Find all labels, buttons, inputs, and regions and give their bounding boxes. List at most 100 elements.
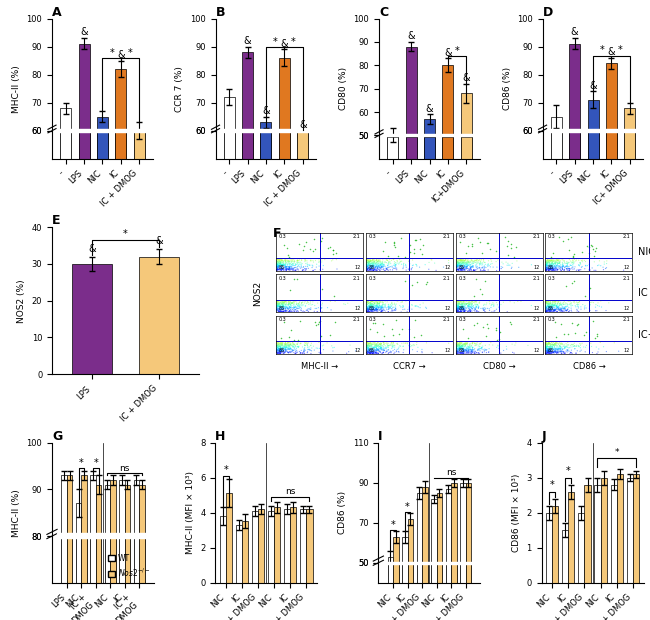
Bar — [422, 564, 428, 583]
Point — [452, 298, 462, 308]
Point — [378, 347, 389, 357]
Point — [471, 296, 481, 306]
Point — [463, 344, 474, 354]
Point — [543, 264, 554, 274]
Point — [577, 257, 588, 267]
Point — [379, 259, 389, 269]
Point — [368, 303, 378, 313]
Point — [375, 338, 385, 348]
Point — [464, 299, 474, 309]
Point — [553, 304, 564, 314]
Point — [273, 262, 283, 272]
Point — [541, 306, 551, 316]
Point — [462, 260, 473, 270]
Point — [280, 342, 290, 352]
Point — [387, 330, 398, 340]
Point — [475, 237, 486, 247]
Point — [410, 332, 420, 342]
Point — [272, 264, 282, 273]
Point — [274, 298, 285, 308]
Point — [554, 299, 565, 309]
Point — [373, 340, 384, 350]
Point — [363, 339, 373, 349]
Point — [278, 348, 288, 358]
Point — [284, 263, 294, 273]
Point — [556, 304, 566, 314]
Point — [294, 347, 305, 356]
Point — [541, 339, 552, 349]
Point — [451, 299, 462, 309]
Point — [275, 342, 285, 352]
Point — [541, 347, 551, 357]
Point — [367, 348, 378, 358]
Point — [285, 257, 295, 267]
Point — [554, 305, 564, 315]
Point — [509, 348, 519, 358]
Point — [363, 306, 373, 316]
Point — [450, 345, 461, 355]
Text: *: * — [391, 520, 395, 529]
Point — [285, 339, 296, 349]
Point — [287, 339, 298, 348]
Bar — [139, 538, 145, 583]
Point — [551, 260, 562, 270]
Point — [370, 342, 381, 352]
Point — [450, 264, 461, 274]
Point — [281, 264, 292, 274]
Point — [540, 348, 551, 358]
Point — [361, 257, 371, 267]
Point — [451, 342, 462, 352]
Point — [458, 263, 468, 273]
Point — [366, 256, 376, 266]
Point — [452, 340, 462, 350]
Point — [560, 257, 570, 267]
Point — [380, 303, 390, 312]
Point — [277, 296, 287, 306]
Point — [287, 298, 297, 308]
Point — [376, 343, 387, 353]
Point — [317, 234, 328, 244]
Point — [384, 302, 394, 312]
Point — [280, 261, 290, 271]
Point — [292, 304, 302, 314]
Point — [302, 339, 313, 349]
Point — [271, 307, 281, 317]
Point — [474, 259, 485, 269]
Point — [276, 262, 286, 272]
Point — [292, 258, 303, 268]
Point — [369, 342, 379, 352]
Point — [328, 343, 338, 353]
Point — [386, 348, 396, 358]
Point — [551, 262, 561, 272]
Point — [369, 298, 380, 308]
Point — [545, 340, 556, 350]
Point — [286, 343, 296, 353]
Bar — [105, 538, 111, 583]
Point — [274, 301, 284, 311]
Point — [367, 262, 378, 272]
Point — [274, 264, 285, 274]
Point — [374, 260, 384, 270]
Point — [274, 265, 285, 275]
Point — [375, 301, 385, 311]
Point — [472, 258, 482, 268]
Point — [366, 306, 376, 316]
Point — [561, 346, 571, 356]
Point — [306, 255, 316, 265]
Point — [365, 348, 375, 358]
Point — [378, 303, 389, 313]
Point — [405, 259, 415, 269]
Point — [400, 339, 410, 348]
Point — [363, 255, 374, 265]
Point — [463, 260, 474, 270]
Point — [450, 259, 461, 268]
Point — [549, 347, 560, 356]
Point — [549, 300, 560, 310]
Text: 85: 85 — [548, 306, 554, 311]
Point — [547, 263, 557, 273]
Point — [274, 259, 285, 269]
Point — [462, 261, 473, 271]
Point — [551, 344, 561, 354]
Point — [417, 348, 427, 358]
Point — [456, 256, 467, 266]
